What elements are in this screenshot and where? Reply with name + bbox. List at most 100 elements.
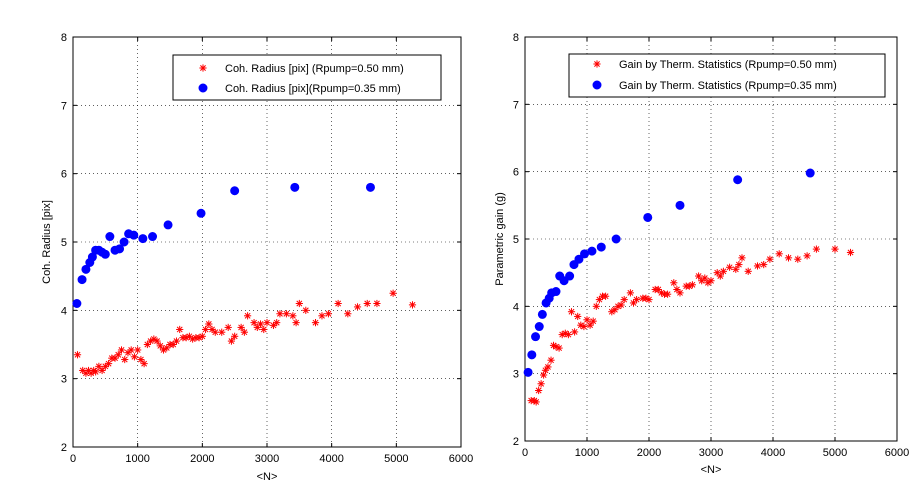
left-series-0-point	[124, 349, 132, 357]
right-series-0-point	[589, 317, 597, 325]
right-series-1-point	[596, 242, 606, 252]
left-series-0-point	[205, 320, 213, 328]
left-x-tick-label: 3000	[255, 453, 279, 465]
left-x-tick-label: 0	[70, 453, 76, 465]
left-series-0-point	[156, 342, 164, 350]
right-series-0-point	[760, 260, 768, 269]
right-y-axis-label: Parametric gain (g)	[494, 192, 506, 286]
right-series-0-point	[541, 366, 550, 374]
left-series-1-point	[196, 208, 206, 218]
right-legend-marker-circle	[592, 80, 602, 90]
left-series-0-point	[334, 299, 342, 308]
right-y-tick-label: 2	[513, 436, 519, 448]
right-chart: 0 1000 2000 3000 4000 5000 6000 2 3 4 5 6 7 8 <N> Par…	[494, 32, 909, 476]
left-series-0-point	[353, 303, 362, 311]
left-series-0-point	[153, 337, 161, 345]
left-series-0-point	[363, 299, 371, 308]
right-series-0-point	[707, 277, 715, 285]
left-series-1-point	[115, 244, 125, 254]
right-series-0-point	[784, 254, 793, 262]
right-series-0-point	[654, 285, 662, 294]
left-y-tick-label: 3	[61, 374, 67, 386]
left-series-1-point	[148, 232, 158, 242]
right-series-0-point	[547, 356, 555, 364]
right-series-0-point	[633, 296, 641, 304]
left-x-tick-label: 2000	[190, 453, 214, 465]
left-series-0-point	[127, 346, 135, 354]
right-x-tick-label: 3000	[699, 447, 723, 459]
right-x-tick-label: 4000	[761, 447, 785, 459]
left-series-0-point	[92, 368, 100, 376]
right-legend-box	[568, 53, 886, 98]
right-series-0-point	[583, 316, 591, 324]
left-series-0-point	[408, 301, 417, 309]
left-chart: 0 1000 2000 3000 4000 5000 6000 2 3 4 5 6 7 8 <N> Coh…	[41, 32, 473, 483]
left-series-0-point	[176, 325, 184, 334]
left-y-tick-label: 8	[61, 32, 67, 44]
right-series-0-point	[664, 290, 672, 298]
left-series-0-point	[324, 310, 333, 318]
right-series-0-point	[537, 380, 545, 388]
right-series-1-point	[611, 234, 621, 244]
right-series-1-point	[565, 271, 575, 281]
left-series-1-point	[119, 237, 129, 247]
right-series-1-point	[675, 200, 685, 210]
right-series-0-point	[688, 281, 696, 289]
right-series-1-point	[531, 332, 541, 342]
right-series-1-point	[580, 249, 590, 259]
left-series-0-point	[295, 299, 303, 308]
right-series-0-point	[676, 289, 684, 297]
left-series-0-point	[117, 346, 126, 354]
left-series-1-point	[105, 232, 115, 242]
right-series-0-point	[544, 363, 552, 371]
right-legend-label-1: Gain by Therm. Statistics (Rpump=0.35 mm…	[619, 80, 837, 92]
left-legend-label-0: Coh. Radius [pix] (Rpump=0.50 mm)	[225, 63, 404, 75]
right-series-0-point	[645, 296, 653, 304]
left-series-0-point	[311, 319, 320, 327]
right-series-0-point	[564, 331, 572, 339]
left-series-0-point	[256, 320, 265, 328]
left-legend-marker-circle	[198, 83, 208, 93]
left-y-tick-label: 4	[61, 305, 67, 317]
left-series-0-point	[276, 310, 284, 318]
left-y-axis-label: Coh. Radius [pix]	[41, 200, 53, 284]
right-series-0-point	[803, 252, 811, 260]
left-series-0-point	[211, 328, 219, 336]
left-series-1-point	[81, 264, 91, 274]
left-x-tick-label: 1000	[125, 453, 149, 465]
right-x-tick-label: 2000	[637, 447, 661, 459]
left-legend-marker-star	[199, 64, 207, 72]
right-series-0-point	[794, 255, 802, 263]
left-series-0-point	[218, 328, 226, 336]
right-series-0-point	[738, 254, 746, 262]
right-series-0-point	[753, 262, 762, 270]
right-series-0-point	[586, 321, 594, 329]
right-x-tick-label: 1000	[575, 447, 599, 459]
right-series-0-point	[716, 272, 724, 280]
left-series-0-point	[302, 306, 310, 314]
left-series-0-point	[263, 319, 271, 327]
right-series-0-point	[574, 312, 582, 321]
left-y-tick-label: 2	[61, 442, 67, 454]
right-legend-marker-star	[593, 60, 601, 68]
right-series-0-point	[580, 322, 588, 331]
right-y-tick-label: 6	[513, 167, 519, 179]
right-x-axis-label: <N>	[701, 464, 722, 476]
left-series-1-point	[138, 234, 148, 244]
left-series-0-point	[114, 351, 122, 359]
left-series-0-point	[318, 312, 326, 320]
left-series-0-point	[73, 351, 82, 359]
right-series-0-point	[719, 267, 727, 275]
right-series-0-point	[726, 263, 734, 271]
right-series-0-point	[620, 296, 628, 304]
right-series-1-point	[534, 322, 544, 332]
left-series-0-point	[231, 332, 239, 340]
left-series-0-point	[104, 360, 113, 368]
right-series-0-point	[626, 289, 634, 297]
right-x-tick-label: 5000	[823, 447, 847, 459]
right-series-1-point	[523, 367, 533, 377]
right-series-0-point	[555, 344, 563, 352]
right-series-1-point	[527, 350, 537, 360]
left-series-0-point	[373, 299, 381, 308]
